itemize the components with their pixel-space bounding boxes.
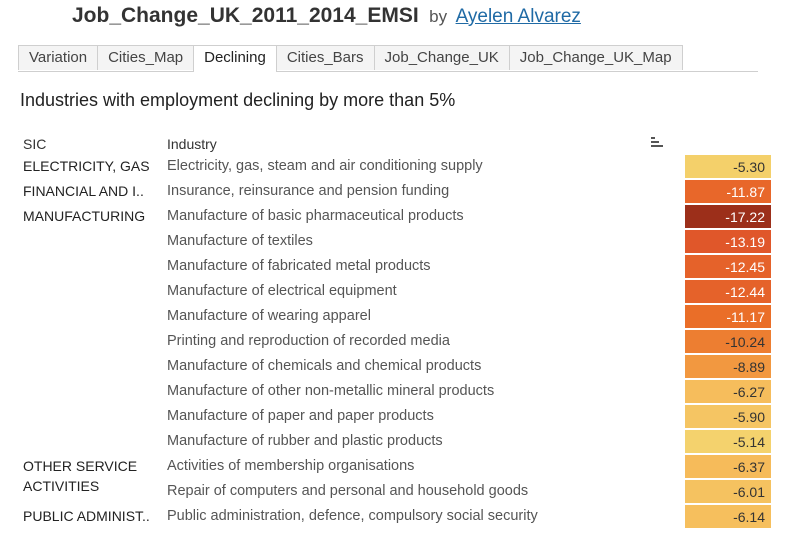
table-row[interactable]: Manufacture of chemicals and chemical pr… bbox=[0, 355, 786, 380]
change-value-cell[interactable]: -6.27 bbox=[685, 380, 771, 404]
table-row[interactable]: Repair of computers and personal and hou… bbox=[0, 480, 786, 505]
table-row[interactable]: Manufacture of textiles -13.19 bbox=[0, 230, 786, 255]
change-value-cell[interactable]: -8.89 bbox=[685, 355, 771, 379]
sic-label-line: FINANCIAL AND I.. bbox=[23, 183, 144, 199]
change-value-cell[interactable]: -6.37 bbox=[685, 455, 771, 479]
industry-cell: Activities of membership organisations bbox=[167, 458, 415, 474]
sic-label-line: ELECTRICITY, GAS bbox=[23, 158, 150, 174]
table-row[interactable]: Manufacture of paper and paper products -… bbox=[0, 405, 786, 430]
change-value-cell[interactable]: -17.22 bbox=[685, 205, 771, 229]
table-row[interactable]: Manufacture of fabricated metal products… bbox=[0, 255, 786, 280]
industry-cell: Repair of computers and personal and hou… bbox=[167, 483, 529, 499]
tab-variation[interactable]: Variation bbox=[18, 45, 99, 70]
change-value-cell[interactable]: -12.45 bbox=[685, 255, 771, 279]
change-value-cell[interactable]: -5.14 bbox=[685, 430, 771, 454]
table-row[interactable]: Insurance, reinsurance and pension fundi… bbox=[0, 180, 786, 205]
tab-bar-filler bbox=[682, 45, 758, 71]
sic-label-line: ACTIVITIES bbox=[23, 478, 100, 494]
sic-label[interactable]: MANUFACTURING bbox=[23, 206, 145, 226]
tab-cities-bars[interactable]: Cities_Bars bbox=[275, 45, 375, 70]
sheet-heading: Industries with employment declining by … bbox=[20, 90, 456, 110]
change-value-cell[interactable]: -5.30 bbox=[685, 155, 771, 179]
sic-label[interactable]: PUBLIC ADMINIST.. bbox=[23, 506, 150, 526]
industry-cell: Insurance, reinsurance and pension fundi… bbox=[167, 183, 450, 199]
workbook-title: Job_Change_UK_2011_2014_EMSI bbox=[72, 4, 419, 27]
industry-cell: Manufacture of paper and paper products bbox=[167, 408, 434, 424]
industry-cell: Manufacture of rubber and plastic produc… bbox=[167, 433, 443, 449]
sic-label-line: MANUFACTURING bbox=[23, 208, 146, 224]
industry-cell: Manufacture of other non-metallic minera… bbox=[167, 383, 495, 399]
change-value-cell[interactable]: -5.90 bbox=[685, 405, 771, 429]
industry-cell: Electricity, gas, steam and air conditio… bbox=[167, 158, 483, 174]
table-row[interactable]: Electricity, gas, steam and air conditio… bbox=[0, 155, 786, 180]
sic-label[interactable]: ELECTRICITY, GAS bbox=[23, 156, 150, 176]
author-link[interactable]: Ayelen Alvarez bbox=[455, 6, 581, 27]
industry-cell: Manufacture of textiles bbox=[167, 233, 313, 249]
table-row[interactable]: Activities of membership organisations -6… bbox=[0, 455, 786, 480]
table-row[interactable]: Manufacture of wearing apparel -11.17 bbox=[0, 305, 786, 330]
table-row[interactable]: Public administration, defence, compulso… bbox=[0, 505, 786, 530]
table-row[interactable]: Manufacture of electrical equipment -12.4… bbox=[0, 280, 786, 305]
tab-job-change-uk-map[interactable]: Job_Change_UK_Map bbox=[508, 45, 683, 70]
change-value-cell[interactable]: -6.14 bbox=[685, 505, 771, 529]
table-row[interactable]: Manufacture of basic pharmaceutical prod… bbox=[0, 205, 786, 230]
sic-label-line: PUBLIC ADMINIST.. bbox=[23, 508, 150, 524]
industry-cell: Manufacture of wearing apparel bbox=[167, 308, 371, 324]
tab-job-change-uk[interactable]: Job_Change_UK bbox=[373, 45, 510, 70]
industry-cell: Manufacture of fabricated metal products bbox=[167, 258, 431, 274]
industry-cell: Manufacture of electrical equipment bbox=[167, 283, 397, 299]
sic-column-header[interactable]: SIC bbox=[23, 136, 47, 152]
sic-label[interactable]: FINANCIAL AND I.. bbox=[23, 181, 144, 201]
change-value-cell[interactable]: -13.19 bbox=[685, 230, 771, 254]
industry-cell: Manufacture of chemicals and chemical pr… bbox=[167, 358, 482, 374]
sheet-tabs: Variation Cities_Map Declining Cities_Ba… bbox=[18, 45, 758, 72]
change-value-cell[interactable]: -12.44 bbox=[685, 280, 771, 304]
by-label: by bbox=[429, 7, 448, 26]
industry-cell: Manufacture of basic pharmaceutical prod… bbox=[167, 208, 464, 224]
sort-icon[interactable] bbox=[651, 137, 663, 149]
viz-header: Job_Change_UK_2011_2014_EMSI by Ayelen A… bbox=[72, 4, 581, 36]
table-row[interactable]: Manufacture of rubber and plastic produc… bbox=[0, 430, 786, 455]
industry-cell: Public administration, defence, compulso… bbox=[167, 508, 538, 524]
change-value-cell[interactable]: -11.17 bbox=[685, 305, 771, 329]
industry-column-header[interactable]: Industry bbox=[167, 136, 217, 152]
tab-declining[interactable]: Declining bbox=[193, 45, 277, 72]
change-value-cell[interactable]: -10.24 bbox=[685, 330, 771, 354]
table-row[interactable]: Printing and reproduction of recorded me… bbox=[0, 330, 786, 355]
tab-cities-map[interactable]: Cities_Map bbox=[97, 45, 195, 70]
change-value-cell[interactable]: -6.01 bbox=[685, 480, 771, 504]
change-value-cell[interactable]: -11.87 bbox=[685, 180, 771, 204]
sic-label-line: OTHER SERVICE bbox=[23, 458, 138, 474]
industry-cell: Printing and reproduction of recorded me… bbox=[167, 333, 450, 349]
sic-label[interactable]: OTHER SERVICE ACTIVITIES bbox=[23, 456, 137, 496]
table-row[interactable]: Manufacture of other non-metallic minera… bbox=[0, 380, 786, 405]
